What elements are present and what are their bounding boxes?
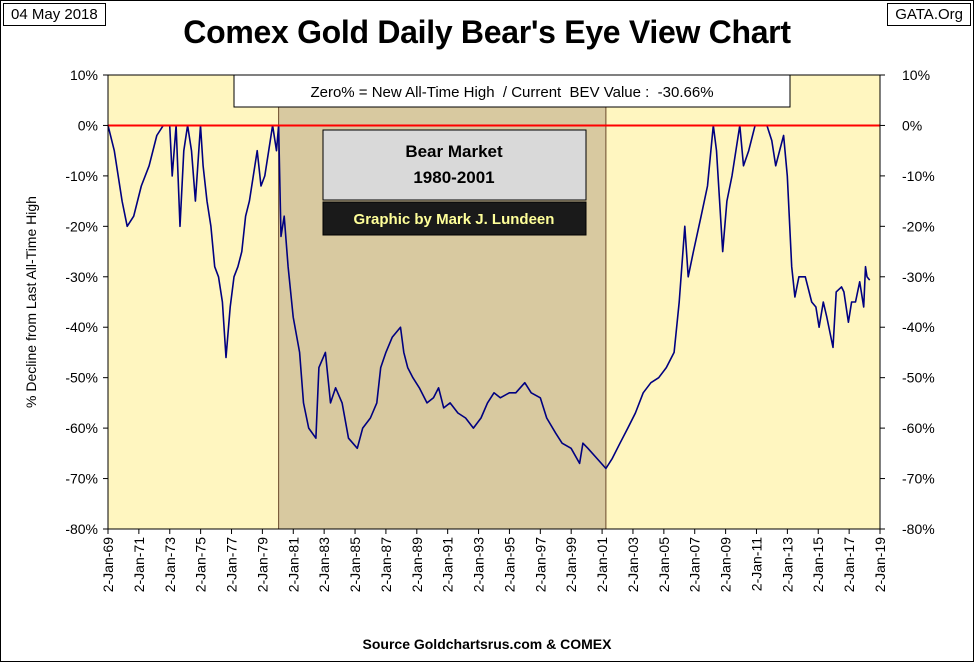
- y-tick-label-right: 10%: [902, 67, 930, 83]
- info-box: Zero% = New All-Time High / Current BEV …: [233, 74, 791, 108]
- x-tick-label: 2-Jan-77: [224, 537, 240, 592]
- y-tick-label-left: -20%: [65, 218, 98, 234]
- x-axis: 2-Jan-69 2-Jan-71 2-Jan-73 2-Jan-75 2-Jan-77…: [100, 529, 888, 592]
- x-tick-label: 2-Jan-75: [193, 537, 209, 592]
- y-tick-label-right: -60%: [902, 420, 935, 436]
- x-tick-label: 2-Jan-05: [656, 537, 672, 592]
- y-tick-label-right: -20%: [902, 218, 935, 234]
- y-tick-label-left: 0%: [78, 117, 98, 133]
- x-tick-label: 2-Jan-83: [316, 537, 332, 592]
- x-tick-label: 2-Jan-17: [841, 537, 857, 592]
- x-tick-label: 2-Jan-97: [532, 537, 548, 592]
- x-tick-label: 2-Jan-09: [718, 537, 734, 592]
- y-tick-label-left: -30%: [65, 269, 98, 285]
- x-tick-label: 2-Jan-81: [285, 537, 301, 592]
- y-tick-label-right: 0%: [902, 117, 922, 133]
- y-tick-label-right: -70%: [902, 471, 935, 487]
- x-tick-label: 2-Jan-13: [779, 537, 795, 592]
- x-tick-label: 2-Jan-73: [162, 537, 178, 592]
- credit-box: Graphic by Mark J. Lundeen: [322, 201, 587, 236]
- x-tick-label: 2-Jan-91: [440, 537, 456, 592]
- y-tick-label-left: -70%: [65, 471, 98, 487]
- bear-market-label-1: Bear Market: [405, 142, 503, 161]
- x-tick-label: 2-Jan-11: [748, 537, 764, 591]
- x-tick-label: 2-Jan-89: [409, 537, 425, 592]
- y-tick-label-right: -80%: [902, 521, 935, 537]
- y-tick-label-right: -10%: [902, 168, 935, 184]
- info-box-text: Zero% = New All-Time High / Current BEV …: [310, 84, 713, 101]
- y-axis-label: % Decline from Last All-Time High: [23, 196, 39, 408]
- x-tick-label: 2-Jan-79: [254, 537, 270, 592]
- y-tick-label-left: -50%: [65, 370, 98, 386]
- x-tick-label: 2-Jan-01: [594, 537, 610, 592]
- credit-label: Graphic by Mark J. Lundeen: [354, 211, 555, 228]
- x-tick-label: 2-Jan-85: [347, 537, 363, 592]
- y-tick-label-right: -50%: [902, 370, 935, 386]
- x-tick-label: 2-Jan-87: [378, 537, 394, 592]
- x-tick-label: 2-Jan-95: [501, 537, 517, 592]
- y-tick-label-left: -60%: [65, 420, 98, 436]
- bear-market-label-2: 1980-2001: [413, 168, 494, 187]
- source-footer: Source Goldchartsrus.com & COMEX: [362, 636, 612, 652]
- x-tick-label: 2-Jan-03: [625, 537, 641, 592]
- x-tick-label: 2-Jan-19: [872, 537, 888, 592]
- x-tick-label: 2-Jan-99: [563, 537, 579, 592]
- x-tick-label: 2-Jan-69: [100, 537, 116, 592]
- y-axis-right: 10% 0% -10% -20% -30% -40% -50% -60% -70% -80%: [880, 67, 935, 537]
- y-tick-label-left: -80%: [65, 521, 98, 537]
- bev-series-line: [107, 124, 871, 470]
- x-tick-label: 2-Jan-07: [687, 537, 703, 592]
- y-tick-label-left: -40%: [65, 319, 98, 335]
- date-label: 04 May 2018: [3, 3, 106, 26]
- x-tick-label: 2-Jan-15: [810, 537, 826, 592]
- y-tick-label-left: -10%: [65, 168, 98, 184]
- x-tick-label: 2-Jan-71: [131, 537, 147, 592]
- x-tick-label: 2-Jan-93: [471, 537, 487, 592]
- y-tick-label-right: -30%: [902, 269, 935, 285]
- bear-market-label-box: Bear Market 1980-2001: [322, 129, 587, 201]
- y-tick-label-right: -40%: [902, 319, 935, 335]
- y-axis-left: 10% 0% -10% -20% -30% -40% -50% -60% -70% -80%: [65, 67, 108, 537]
- chart-title: Comex Gold Daily Bear's Eye View Chart: [183, 14, 791, 50]
- y-tick-label-left: 10%: [70, 67, 98, 83]
- site-label: GATA.Org: [887, 3, 971, 26]
